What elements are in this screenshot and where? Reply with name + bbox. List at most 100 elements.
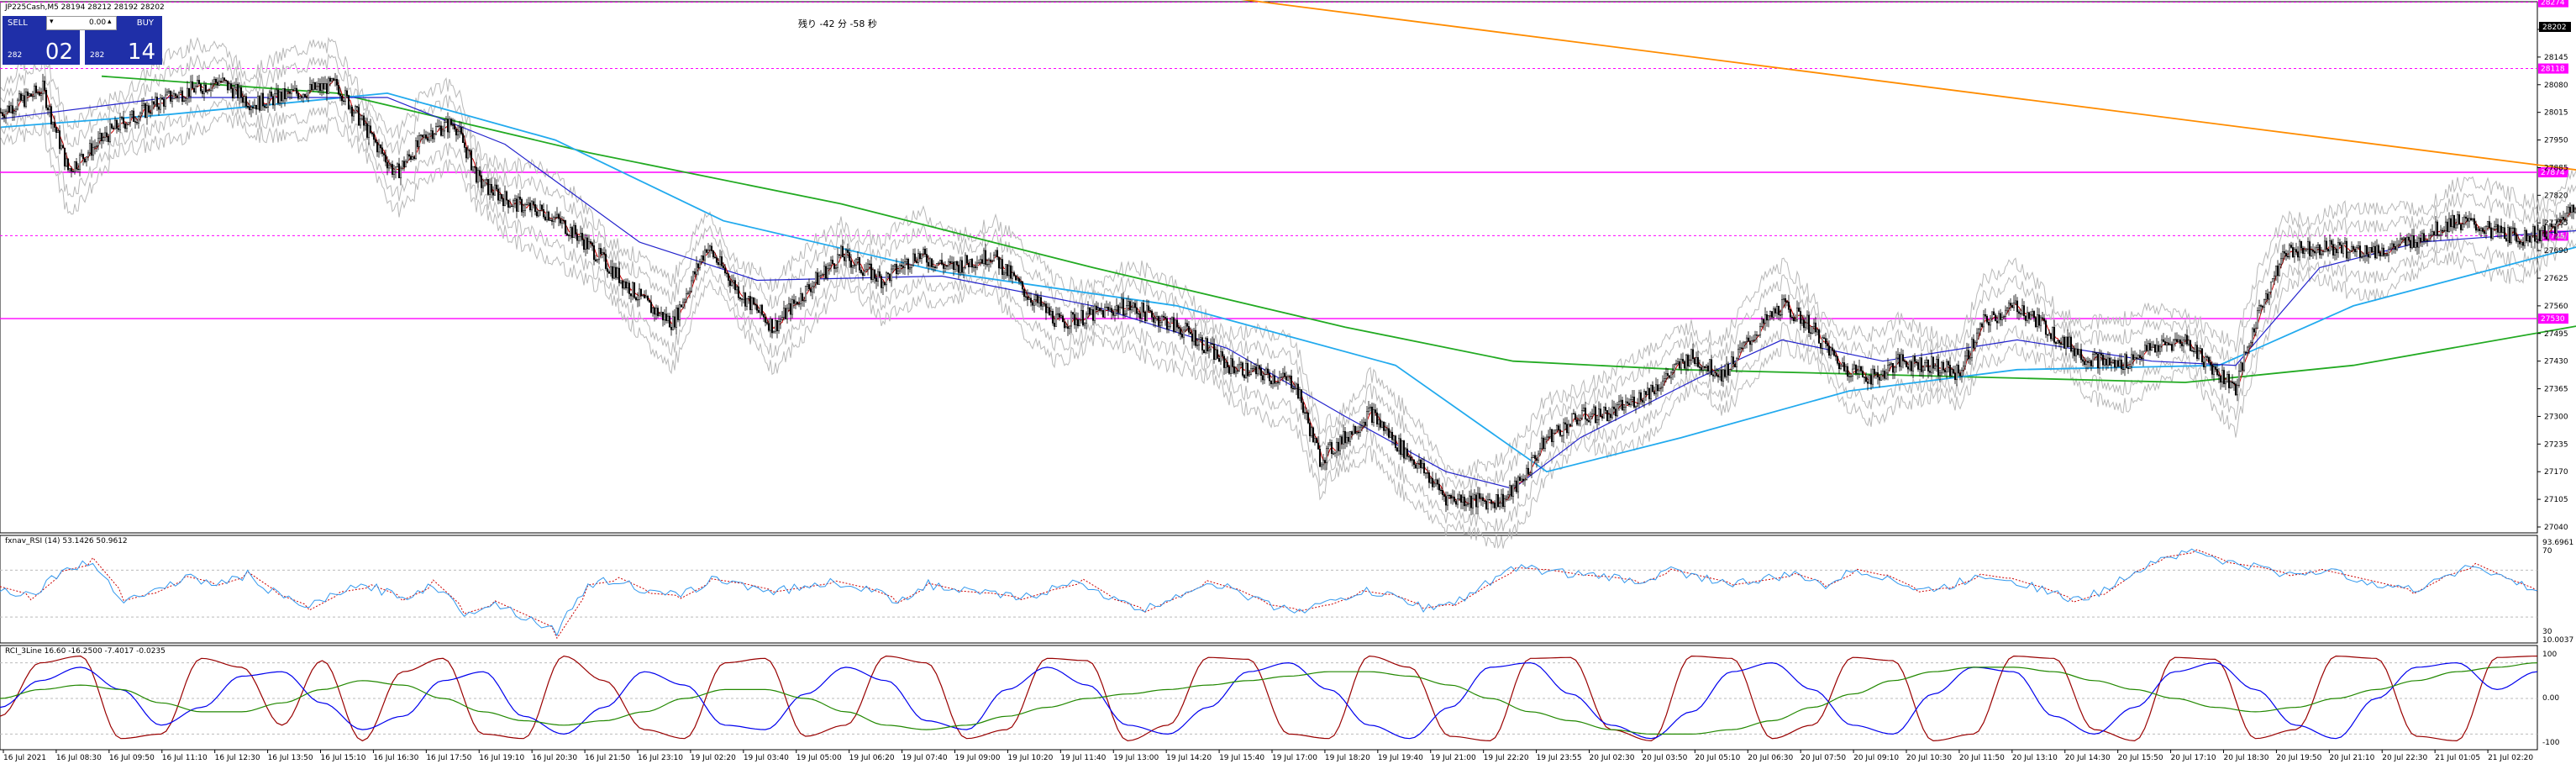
candle-body (636, 298, 639, 301)
candle-body (1152, 317, 1155, 323)
candle-body (1132, 303, 1135, 308)
time-tick-label: 19 Jul 13:00 (1113, 754, 1159, 762)
candle-body (863, 271, 866, 276)
candle-body (1985, 315, 1989, 323)
candle-body (913, 253, 917, 261)
rci-lines (0, 655, 2538, 742)
candle-body (658, 314, 661, 317)
candle-body (2372, 245, 2375, 252)
candle-body (18, 93, 21, 101)
candle-body (80, 154, 83, 155)
candle-body (2360, 256, 2363, 258)
candle-body (371, 132, 374, 134)
candle-body (135, 122, 139, 124)
candle-body (364, 123, 367, 126)
lot-size-stepper[interactable]: ▾ 0.00 ▴ (46, 16, 117, 30)
candle-body (31, 96, 34, 97)
candle-body (1374, 409, 1377, 414)
candle-body (1478, 493, 1481, 499)
candle-body (2306, 241, 2310, 250)
candle-body (2160, 339, 2163, 347)
candle-body (250, 107, 253, 111)
candle-body (1317, 442, 1320, 450)
time-tick-label: 20 Jul 13:10 (2012, 754, 2058, 762)
candle-body (2007, 303, 2011, 308)
candle-body (1219, 351, 1222, 362)
buy-button[interactable]: BUY 282 14 (85, 16, 162, 65)
candle-body (1359, 426, 1362, 433)
candle-body (1362, 421, 1365, 427)
candle-body (2370, 247, 2374, 252)
lot-size-value[interactable]: 0.00 (89, 18, 107, 27)
candle-body (2110, 362, 2113, 366)
candle-body (266, 98, 270, 108)
time-tick-label: 19 Jul 06:20 (849, 754, 895, 762)
candle-body (868, 263, 871, 266)
candle-body (1799, 311, 1802, 324)
candle-body (2026, 312, 2029, 321)
candle-body (1995, 320, 1999, 324)
candle-body (1769, 311, 1772, 316)
candle-body (1920, 357, 1923, 372)
candle-body (1972, 339, 1975, 349)
candle-body (107, 136, 110, 142)
candle-body (2029, 314, 2032, 319)
candle-body (1391, 431, 1394, 440)
candle-body (505, 191, 508, 201)
candle-body (1807, 314, 1811, 334)
candle-body (1564, 422, 1567, 424)
candle-body (500, 194, 503, 199)
candle-body (2348, 250, 2352, 253)
candle-body (213, 79, 216, 84)
candle-body (2511, 227, 2515, 229)
candle-body (1943, 369, 1947, 372)
candle-body (1357, 431, 1360, 434)
candle-body (1622, 407, 1626, 411)
candle-body (234, 83, 238, 88)
candle-body (1179, 328, 1182, 335)
candle-body (1426, 472, 1429, 474)
buy-label: BUY (136, 18, 154, 28)
candle-body (690, 280, 693, 292)
candle-body (537, 210, 540, 217)
candle-body (668, 315, 671, 328)
candle-body (365, 123, 369, 138)
candle-body (308, 84, 312, 91)
candle-body (1234, 371, 1238, 374)
candle-body (809, 288, 812, 292)
candle-body (2326, 248, 2330, 252)
candle-body (1337, 441, 1340, 451)
candle-body (802, 300, 806, 302)
candle-body (1416, 463, 1419, 469)
candle-body (369, 125, 372, 134)
lot-decrease-icon[interactable]: ▾ (50, 18, 54, 26)
time-tick-label: 20 Jul 03:50 (1642, 754, 1687, 762)
candle-body (2111, 359, 2115, 363)
candle-body (1024, 296, 1028, 298)
price-tick-label: 27235 (2544, 440, 2568, 449)
candle-body (957, 264, 960, 273)
candle-body (1301, 402, 1305, 414)
candle-body (2495, 224, 2498, 227)
candle-body (2234, 383, 2237, 396)
sell-button[interactable]: SELL 282 02 (3, 16, 80, 65)
candle-body (1569, 424, 1572, 427)
rsi-label: fxnav_RSI (14) 53.1426 50.9612 (5, 537, 128, 545)
candle-body (1745, 337, 1748, 342)
candle-body (1118, 307, 1122, 314)
buy-price-big: 14 (127, 40, 155, 65)
candle-body (2068, 336, 2071, 347)
candle-body (493, 184, 497, 196)
candle-body (777, 321, 781, 332)
price-tick-label: 27170 (2544, 468, 2568, 477)
candle-body (2488, 221, 2491, 229)
candle-body (243, 96, 246, 103)
candle-body (1722, 369, 1725, 382)
candle-body (1278, 377, 1281, 383)
candle-body (606, 268, 609, 272)
candle-body (2394, 246, 2397, 250)
candle-body (587, 241, 591, 250)
lot-increase-icon[interactable]: ▴ (108, 18, 112, 26)
candle-body (1617, 401, 1621, 405)
